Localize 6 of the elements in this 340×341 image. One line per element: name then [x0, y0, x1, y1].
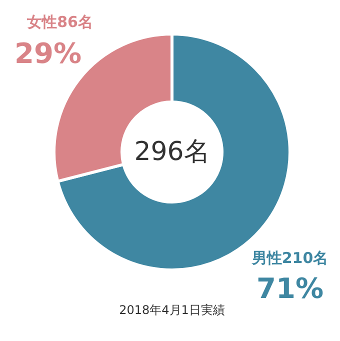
data-label: 29% — [14, 37, 82, 70]
slice-label: 男性210名 — [250, 249, 328, 267]
text: 2018年4月1日実績 — [119, 303, 225, 317]
slice-label: 女性86名 — [26, 13, 93, 31]
data-label: 71% — [256, 272, 324, 305]
text: 296名 — [134, 137, 210, 167]
